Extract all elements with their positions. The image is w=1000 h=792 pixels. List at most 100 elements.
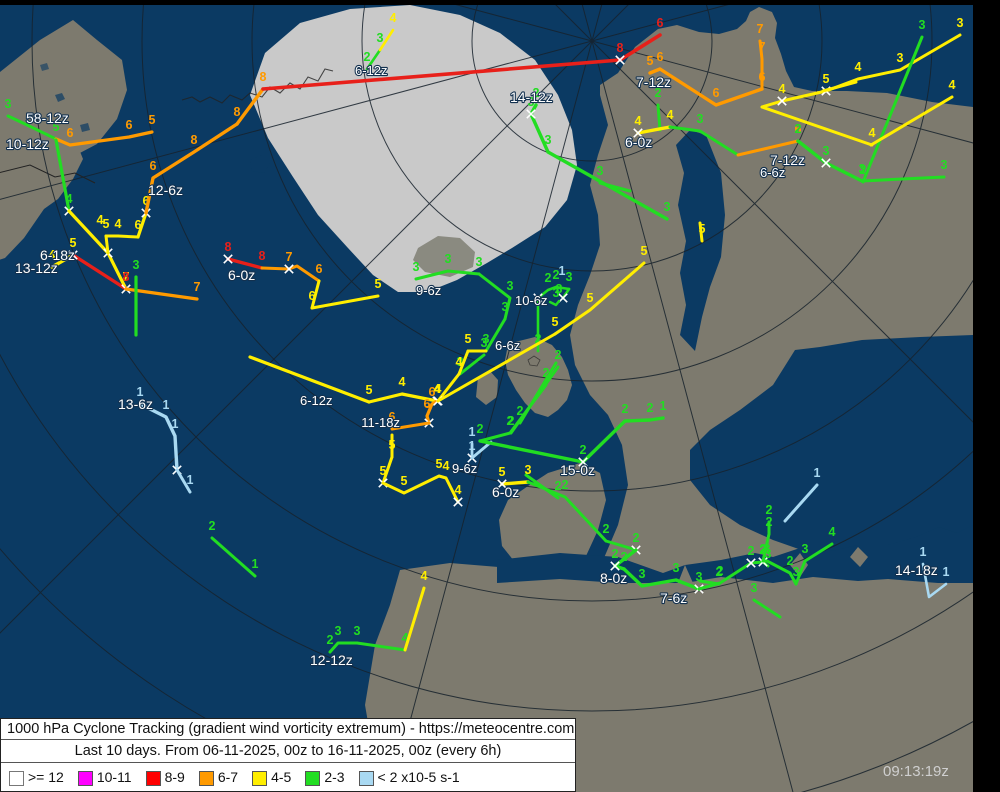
svg-text:10-6z: 10-6z bbox=[515, 293, 548, 308]
svg-text:5: 5 bbox=[699, 222, 706, 236]
svg-text:11-18z: 11-18z bbox=[361, 415, 400, 430]
svg-text:2: 2 bbox=[555, 479, 562, 493]
svg-text:3: 3 bbox=[664, 200, 671, 214]
svg-text:2: 2 bbox=[795, 122, 802, 136]
svg-text:6: 6 bbox=[657, 16, 664, 30]
svg-text:7: 7 bbox=[757, 22, 764, 36]
svg-text:3: 3 bbox=[597, 164, 604, 178]
svg-text:9-6z: 9-6z bbox=[452, 461, 477, 476]
svg-text:6-0z: 6-0z bbox=[625, 134, 652, 150]
svg-text:1: 1 bbox=[660, 399, 667, 413]
svg-text:4: 4 bbox=[855, 60, 862, 74]
svg-text:2: 2 bbox=[655, 86, 662, 100]
svg-text:6-12z: 6-12z bbox=[300, 393, 333, 408]
svg-text:2: 2 bbox=[603, 522, 610, 536]
svg-text:8: 8 bbox=[234, 105, 241, 119]
svg-text:3: 3 bbox=[823, 144, 830, 158]
svg-text:3: 3 bbox=[502, 300, 509, 314]
svg-text:7-12z: 7-12z bbox=[636, 74, 671, 90]
svg-text:3: 3 bbox=[354, 624, 361, 638]
svg-text:6: 6 bbox=[67, 126, 74, 140]
svg-text:3: 3 bbox=[445, 252, 452, 266]
svg-text:7: 7 bbox=[426, 404, 433, 418]
svg-text:5: 5 bbox=[499, 465, 506, 479]
svg-text:6: 6 bbox=[316, 262, 323, 276]
svg-text:1: 1 bbox=[163, 398, 170, 412]
svg-text:8: 8 bbox=[225, 240, 232, 254]
svg-text:2: 2 bbox=[633, 531, 640, 545]
svg-text:4: 4 bbox=[949, 78, 956, 92]
svg-text:2: 2 bbox=[543, 366, 550, 380]
svg-text:6-6z: 6-6z bbox=[760, 165, 785, 180]
svg-text:1: 1 bbox=[814, 466, 821, 480]
svg-text:5: 5 bbox=[552, 315, 559, 329]
svg-text:3: 3 bbox=[335, 624, 342, 638]
svg-text:5: 5 bbox=[380, 464, 387, 478]
svg-text:1: 1 bbox=[943, 565, 950, 579]
svg-text:3: 3 bbox=[751, 581, 758, 595]
svg-text:4: 4 bbox=[421, 569, 428, 583]
svg-text:4: 4 bbox=[390, 11, 397, 25]
svg-text:5: 5 bbox=[103, 217, 110, 231]
svg-text:12-12z: 12-12z bbox=[310, 652, 353, 668]
svg-text:3: 3 bbox=[941, 158, 948, 172]
svg-text:4: 4 bbox=[66, 192, 73, 206]
svg-text:2: 2 bbox=[860, 163, 867, 177]
svg-text:3: 3 bbox=[566, 270, 573, 284]
svg-text:5: 5 bbox=[149, 113, 156, 127]
svg-text:6: 6 bbox=[150, 159, 157, 173]
svg-text:3: 3 bbox=[764, 542, 771, 556]
svg-text:1: 1 bbox=[187, 473, 194, 487]
svg-text:5: 5 bbox=[647, 54, 654, 68]
svg-text:4: 4 bbox=[829, 525, 836, 539]
svg-text:10-12z: 10-12z bbox=[6, 136, 49, 152]
svg-text:2: 2 bbox=[621, 550, 628, 564]
svg-text:2: 2 bbox=[477, 422, 484, 436]
svg-text:2: 2 bbox=[555, 348, 562, 362]
svg-text:3: 3 bbox=[545, 133, 552, 147]
svg-text:58-12z: 58-12z bbox=[26, 110, 69, 126]
svg-text:1: 1 bbox=[469, 425, 476, 439]
svg-text:2: 2 bbox=[364, 50, 371, 64]
svg-text:7: 7 bbox=[286, 250, 293, 264]
svg-text:4: 4 bbox=[115, 217, 122, 231]
svg-text:6: 6 bbox=[657, 50, 664, 64]
svg-text:3: 3 bbox=[476, 255, 483, 269]
svg-text:7-6z: 7-6z bbox=[660, 590, 687, 606]
svg-text:3: 3 bbox=[802, 542, 809, 556]
svg-text:3: 3 bbox=[919, 18, 926, 32]
svg-text:8-0z: 8-0z bbox=[600, 570, 627, 586]
svg-text:2: 2 bbox=[622, 402, 629, 416]
svg-text:5: 5 bbox=[436, 457, 443, 471]
svg-text:1: 1 bbox=[920, 545, 927, 559]
svg-text:4: 4 bbox=[443, 459, 450, 473]
svg-text:4: 4 bbox=[399, 375, 406, 389]
svg-text:13-6z: 13-6z bbox=[118, 396, 153, 412]
svg-text:1: 1 bbox=[172, 417, 179, 431]
svg-text:4: 4 bbox=[667, 108, 674, 122]
svg-text:2: 2 bbox=[562, 478, 569, 492]
svg-text:5: 5 bbox=[587, 291, 594, 305]
svg-text:3: 3 bbox=[673, 561, 680, 575]
svg-text:6-6z: 6-6z bbox=[495, 338, 520, 353]
svg-text:14-12z: 14-12z bbox=[510, 89, 553, 105]
svg-text:2: 2 bbox=[507, 414, 514, 428]
svg-text:3: 3 bbox=[483, 332, 490, 346]
svg-text:8: 8 bbox=[260, 70, 267, 84]
svg-text:2: 2 bbox=[748, 544, 755, 558]
svg-text:12-6z: 12-6z bbox=[148, 182, 183, 198]
svg-text:6-0z: 6-0z bbox=[492, 484, 519, 500]
svg-text:3: 3 bbox=[525, 463, 532, 477]
svg-text:5: 5 bbox=[389, 438, 396, 452]
svg-text:9-6z: 9-6z bbox=[416, 283, 441, 298]
svg-text:1: 1 bbox=[469, 439, 476, 453]
svg-text:3: 3 bbox=[507, 279, 514, 293]
svg-text:4: 4 bbox=[435, 382, 442, 396]
svg-text:6: 6 bbox=[126, 118, 133, 132]
svg-text:8: 8 bbox=[191, 133, 198, 147]
svg-text:4: 4 bbox=[456, 355, 463, 369]
svg-text:15-0z: 15-0z bbox=[560, 462, 595, 478]
svg-text:5: 5 bbox=[375, 277, 382, 291]
svg-text:6-12z: 6-12z bbox=[355, 63, 388, 78]
svg-text:3: 3 bbox=[413, 260, 420, 274]
